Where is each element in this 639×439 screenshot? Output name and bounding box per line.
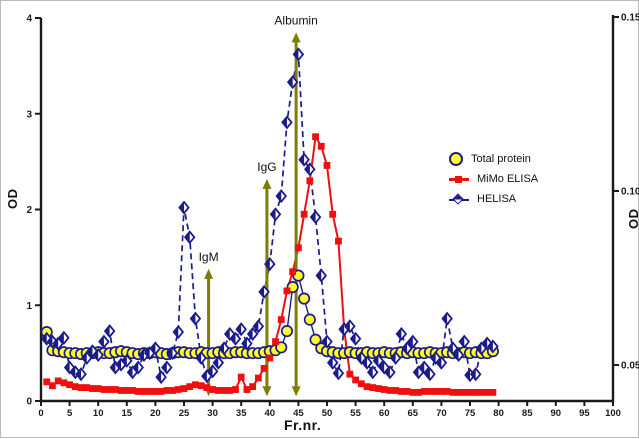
y-axis-right-ticks: 0.05 0.10 0.15 (613, 13, 639, 372)
data-point-marker (278, 316, 285, 323)
x-tick-label: 60 (379, 408, 390, 419)
x-tick-label: 10 (93, 408, 104, 419)
y-left-tick-label: 4 (26, 14, 32, 25)
x-tick-label: 5 (67, 408, 73, 419)
x-axis-title: Fr.nr. (284, 417, 321, 433)
x-tick-label: 65 (408, 408, 419, 419)
annotation-arrows: IgM IgG Albumin (199, 13, 318, 396)
data-point-marker (324, 162, 331, 169)
data-point-marker (295, 244, 302, 251)
x-tick-label: 70 (436, 408, 447, 419)
x-tick-label: 95 (579, 408, 590, 419)
mimo-elisa-marker-icon (449, 174, 469, 184)
data-point-marker (272, 338, 279, 345)
x-tick-label: 75 (465, 408, 476, 419)
data-point-marker (261, 365, 268, 372)
series-markers-helisa (42, 49, 497, 383)
series-line-total-protein (47, 276, 493, 355)
x-tick-label: 85 (522, 408, 533, 419)
legend-item-mimo-elisa: MiMo ELISA (449, 172, 538, 186)
y-left-tick-label: 2 (26, 205, 32, 216)
x-tick-label: 100 (605, 408, 621, 419)
y-axis-left-title: OD (5, 189, 20, 210)
annotation-label: IgG (257, 160, 276, 174)
legend-label: HELISA (477, 193, 516, 205)
data-point-marker (312, 133, 319, 140)
y-left-tick-label: 1 (26, 301, 32, 312)
x-tick-label: 80 (493, 408, 504, 419)
legend-label: Total protein (471, 153, 531, 165)
data-point-marker (335, 238, 342, 245)
x-tick-label: 90 (551, 408, 562, 419)
y-right-tick-label: 0.15 (621, 13, 639, 24)
data-point-marker (284, 287, 291, 294)
y-left-tick-label: 0 (26, 397, 32, 408)
data-point-marker (299, 293, 309, 303)
x-tick-label: 35 (236, 408, 247, 419)
legend: Total protein MiMo ELISA HELISA (449, 152, 538, 206)
data-point-marker (305, 314, 315, 324)
x-tick-label: 40 (265, 408, 276, 419)
y-left-tick-label: 3 (26, 109, 32, 120)
annotation-label: IgM (199, 250, 219, 264)
data-point-marker (282, 326, 292, 336)
legend-item-helisa: HELISA (449, 192, 538, 206)
x-tick-label: 15 (122, 408, 133, 419)
x-tick-label: 0 (38, 408, 43, 419)
data-point-marker (489, 389, 496, 396)
legend-label: MiMo ELISA (477, 173, 538, 185)
y-axis-right-title: OD (626, 209, 639, 230)
total-protein-marker-icon (449, 152, 463, 166)
y-axis-left-ticks: 0 1 2 3 4 (26, 14, 41, 408)
x-tick-label: 20 (150, 408, 161, 419)
data-point-marker (255, 375, 262, 382)
data-point-marker (301, 211, 308, 218)
data-point-marker (238, 374, 245, 381)
data-point-marker (249, 383, 256, 390)
helisa-marker-icon (449, 194, 469, 204)
annotation-label: Albumin (274, 13, 317, 27)
data-point-marker (289, 268, 296, 275)
x-tick-label: 30 (207, 408, 218, 419)
x-tick-label: 55 (350, 408, 361, 419)
data-point-marker (306, 177, 313, 184)
data-point-marker (318, 143, 325, 150)
legend-item-total-protein: Total protein (449, 152, 538, 166)
series-line-helisa (47, 54, 493, 377)
y-right-tick-label: 0.05 (621, 361, 639, 372)
data-point-marker (232, 386, 239, 393)
y-right-tick-label: 0.10 (621, 187, 639, 198)
x-tick-label: 50 (322, 408, 333, 419)
series-markers-total-protein (42, 270, 499, 359)
x-tick-label: 25 (179, 408, 190, 419)
data-point-marker (329, 211, 336, 218)
data-point-marker (266, 355, 273, 362)
